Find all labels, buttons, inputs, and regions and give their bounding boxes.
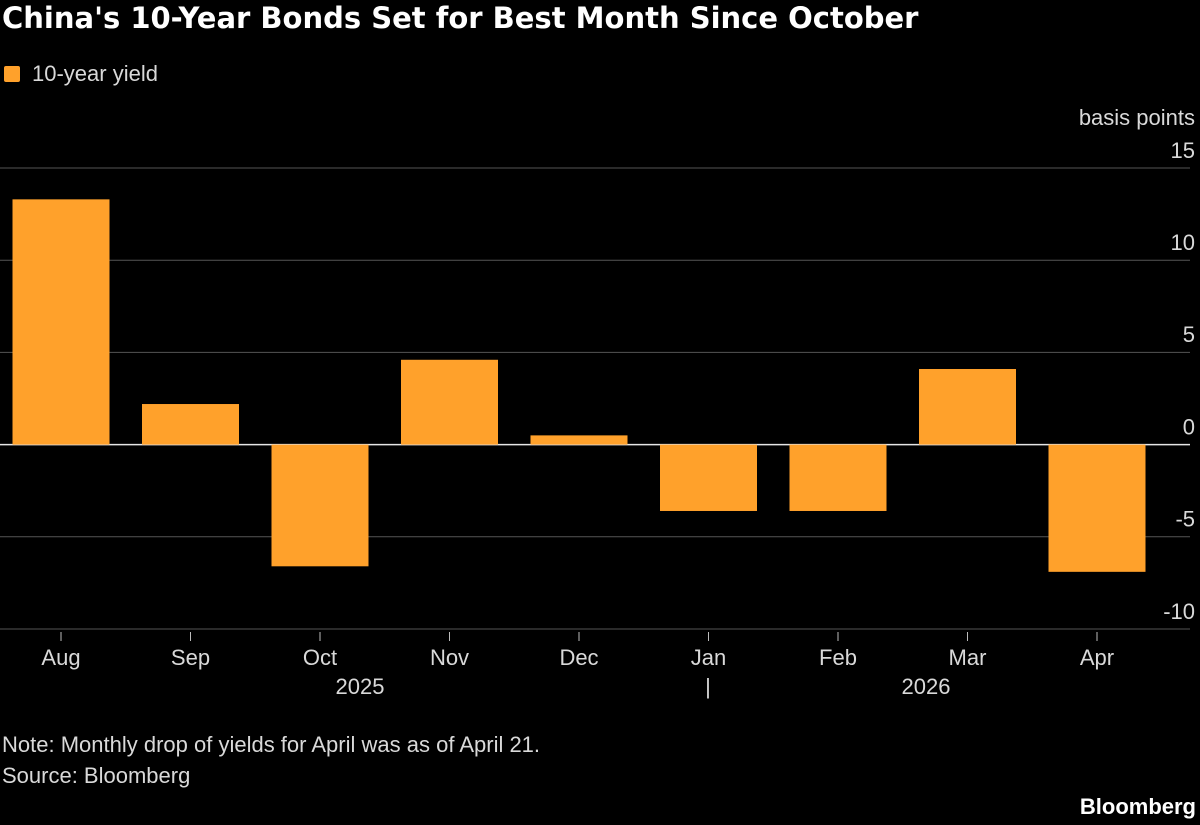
y-tick-label: -5 [1175,507,1195,532]
bar [401,359,498,445]
bar [12,199,110,445]
x-tick-label: Apr [1080,645,1114,670]
bar [789,444,887,511]
y-tick-label: -10 [1163,599,1195,624]
y-tick-label: 5 [1183,322,1195,347]
x-tick-label: Jan [691,645,726,670]
x-tick-label: Aug [41,645,80,670]
y-tick-label: 10 [1171,230,1195,255]
bar [271,444,369,567]
note: Note: Monthly drop of yields for April w… [2,732,540,757]
bar [530,435,628,445]
x-tick-label: Oct [303,645,337,670]
y-tick-label: 0 [1183,414,1195,439]
bar [660,444,757,511]
year-label: 2025 [336,674,385,699]
legend-swatch [4,66,20,82]
logo: Bloomberg [1080,794,1196,819]
y-tick-label: 15 [1171,138,1195,163]
legend-label: 10-year yield [32,61,158,86]
y-axis-label: basis points [1079,105,1195,130]
bar [919,368,1016,445]
year-label: 2026 [902,674,951,699]
x-tick-label: Feb [819,645,857,670]
x-tick-label: Dec [559,645,598,670]
source: Source: Bloomberg [2,763,190,788]
year-separator: | [705,674,711,699]
chart-title: China's 10-Year Bonds Set for Best Month… [2,1,919,35]
x-tick-label: Nov [430,645,469,670]
x-tick-label: Sep [171,645,210,670]
x-tick-label: Mar [949,645,987,670]
bar [142,404,239,445]
bar [1048,444,1146,572]
